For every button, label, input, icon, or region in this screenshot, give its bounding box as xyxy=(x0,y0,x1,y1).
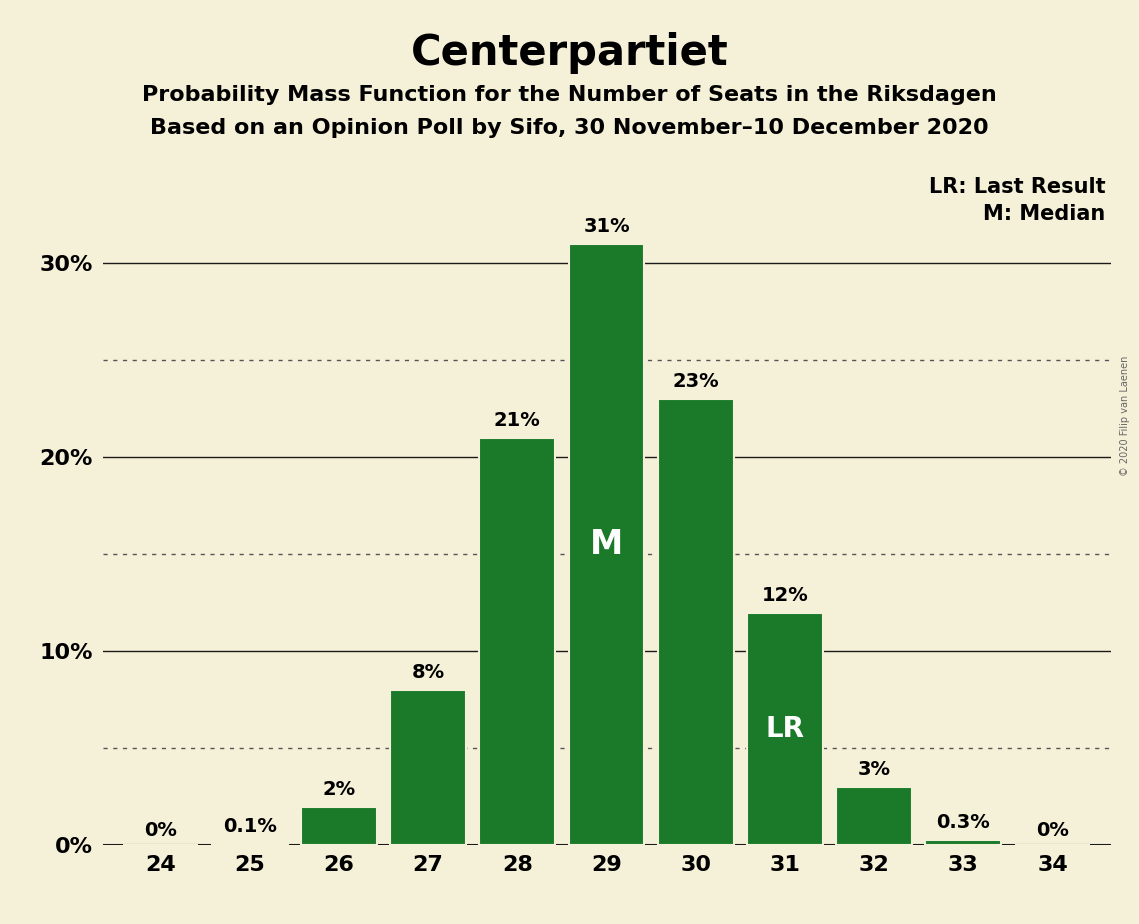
Bar xyxy=(301,807,377,845)
Text: 12%: 12% xyxy=(762,586,809,605)
Bar xyxy=(836,787,912,845)
Text: 3%: 3% xyxy=(858,760,891,780)
Text: Probability Mass Function for the Number of Seats in the Riksdagen: Probability Mass Function for the Number… xyxy=(142,85,997,105)
Text: LR: LR xyxy=(765,715,804,743)
Bar xyxy=(658,399,734,845)
Bar xyxy=(391,690,466,845)
Text: © 2020 Filip van Laenen: © 2020 Filip van Laenen xyxy=(1121,356,1130,476)
Text: 0%: 0% xyxy=(1036,821,1070,840)
Text: 23%: 23% xyxy=(672,372,719,392)
Text: 0.1%: 0.1% xyxy=(223,817,277,836)
Text: Centerpartiet: Centerpartiet xyxy=(411,32,728,74)
Bar xyxy=(568,244,645,845)
Text: 0.3%: 0.3% xyxy=(936,813,990,832)
Text: 2%: 2% xyxy=(322,780,355,799)
Text: M: Median: M: Median xyxy=(983,203,1106,224)
Text: Based on an Opinion Poll by Sifo, 30 November–10 December 2020: Based on an Opinion Poll by Sifo, 30 Nov… xyxy=(150,118,989,139)
Text: M: M xyxy=(590,529,623,561)
Text: 8%: 8% xyxy=(411,663,444,683)
Bar xyxy=(480,438,555,845)
Bar xyxy=(212,844,288,845)
Text: 31%: 31% xyxy=(583,217,630,237)
Bar xyxy=(747,613,822,845)
Bar xyxy=(925,840,1001,845)
Text: 0%: 0% xyxy=(144,821,177,840)
Text: 21%: 21% xyxy=(494,411,541,431)
Text: LR: Last Result: LR: Last Result xyxy=(929,176,1106,197)
